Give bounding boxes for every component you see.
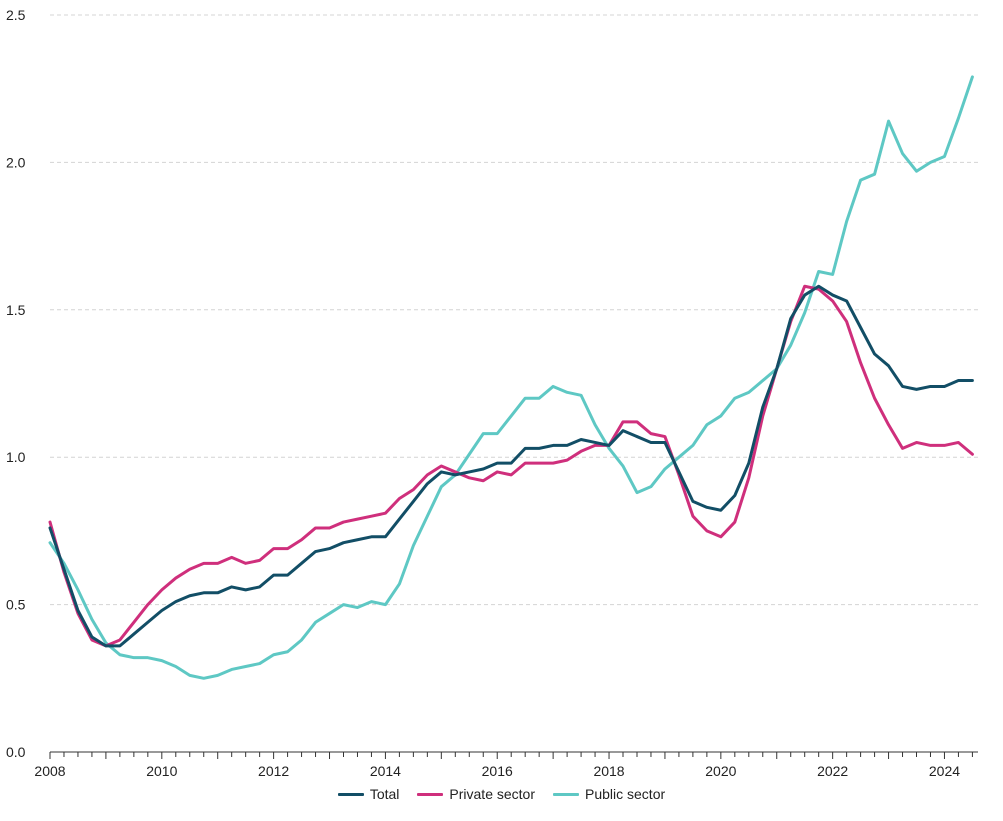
- x-tick-label: 2022: [817, 763, 848, 779]
- x-tick-label: 2014: [370, 763, 401, 779]
- axes: 0.0 0.5 1.0 1.5 2.0 2.5 2008 2010 2012 2014 2016 20…: [6, 7, 978, 779]
- x-tick-label: 2012: [258, 763, 289, 779]
- x-tick-label: 2008: [34, 763, 65, 779]
- legend-item: Total: [337, 786, 400, 802]
- legend-label: Total: [369, 786, 400, 802]
- series-line-total: [48, 284, 974, 648]
- y-tick-label: 0.0: [6, 744, 26, 760]
- legend-swatch: [337, 792, 364, 796]
- y-tick-label: 2.5: [6, 7, 26, 23]
- x-tick-label: 2010: [146, 763, 177, 779]
- x-tick-label: 2020: [705, 763, 736, 779]
- legend: Total Private sector Public sector: [0, 786, 1003, 802]
- y-tick-label: 1.0: [6, 449, 26, 465]
- legend-item: Public sector: [553, 786, 665, 802]
- legend-label: Private sector: [449, 786, 535, 802]
- y-tick-label: 1.5: [6, 302, 26, 318]
- y-tick-label: 0.5: [6, 597, 26, 613]
- x-tick-label: 2016: [482, 763, 513, 779]
- x-tick-label: 2018: [593, 763, 624, 779]
- legend-label: Public sector: [585, 786, 666, 802]
- series-lines: [48, 75, 974, 680]
- y-tick-label: 2.0: [6, 154, 26, 170]
- gridlines: [50, 14, 978, 606]
- series-line-private-sector: [48, 284, 974, 648]
- legend-swatch: [553, 792, 579, 796]
- series-line-public-sector: [48, 75, 974, 680]
- legend-swatch: [417, 792, 444, 796]
- legend-item: Private sector: [417, 786, 535, 802]
- x-tick-label: 2024: [929, 763, 960, 779]
